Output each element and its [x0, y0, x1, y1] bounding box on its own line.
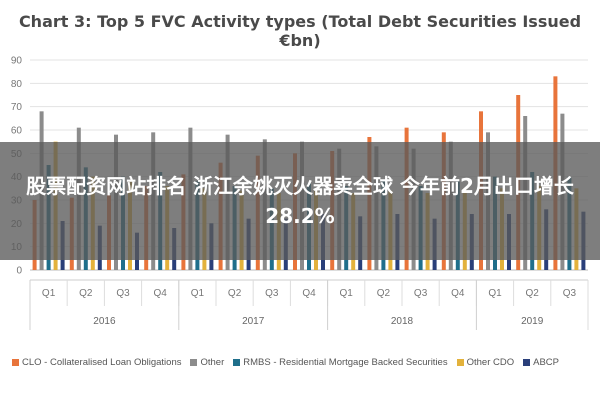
x-tick-label: Q3 — [414, 288, 428, 299]
x-tick-label: Q2 — [228, 288, 242, 299]
headline-banner: 股票配资网站排名 浙江余姚灭火器卖全球 今年前2月出口增长28.2% — [0, 142, 600, 260]
legend-item: Other CDO — [456, 356, 515, 368]
x-tick-label: Q3 — [116, 288, 130, 299]
y-tick-label: 90 — [11, 56, 23, 67]
x-tick-label: Q1 — [488, 288, 502, 299]
legend-swatch — [190, 358, 198, 366]
x-tick-label: Q4 — [154, 288, 168, 299]
x-tick-label: Q4 — [451, 288, 465, 299]
legend-swatch — [456, 358, 464, 366]
x-axis-groups: 2016 2017 2018 2019 — [29, 280, 544, 330]
legend-swatch — [12, 358, 19, 366]
x-tick-label: Q2 — [79, 288, 93, 299]
year-group-label: 2018 — [391, 316, 414, 327]
year-group-label: 2016 — [93, 316, 116, 327]
x-tick-label: Q3 — [563, 288, 577, 299]
x-tick-label: Q4 — [302, 288, 316, 299]
legend-item: RMBS - Residential Mortgage Backed Secur… — [233, 356, 448, 368]
legend-item: ABCP — [523, 357, 559, 368]
year-group-label: 2017 — [242, 316, 265, 327]
year-group-label: 2019 — [521, 316, 544, 327]
y-tick-label: 0 — [16, 266, 22, 277]
legend-item: Other — [190, 357, 224, 368]
x-axis-ticks: Q1 Q2 Q3 Q4 Q1 Q2 Q3 Q4 Q1 Q2 Q3 Q4 Q1 Q2 Q3 — [29, 279, 589, 330]
x-tick-label: Q3 — [265, 288, 279, 299]
legend-label: CLO - Collateralised Loan Obligations — [22, 356, 182, 368]
chart-title: Chart 3: Top 5 FVC Activity types (Total… — [18, 12, 582, 50]
x-tick-label: Q1 — [42, 288, 56, 299]
y-tick-label: 70 — [11, 102, 23, 113]
x-tick-label: Q1 — [340, 288, 354, 299]
x-tick-label: Q2 — [377, 288, 391, 299]
y-tick-label: 80 — [11, 79, 23, 90]
x-tick-label: Q1 — [191, 288, 205, 299]
legend-item: CLO - Collateralised Loan Obligations — [12, 357, 181, 368]
headline-text: 股票配资网站排名 浙江余姚灭火器卖全球 今年前2月出口增长28.2% — [26, 174, 574, 228]
legend-label: RMBS - Residential Mortgage Backed Secur… — [243, 356, 448, 368]
legend-label: ABCP — [533, 356, 559, 368]
legend-label: Other CDO — [466, 356, 515, 368]
x-tick-label: Q2 — [526, 288, 540, 299]
legend-label: Other — [200, 356, 225, 368]
y-tick-label: 60 — [11, 126, 23, 137]
legend-swatch — [233, 358, 241, 366]
legend-swatch — [523, 358, 531, 366]
chart-legend: CLO - Collateralised Loan Obligations Oth… — [12, 352, 592, 372]
